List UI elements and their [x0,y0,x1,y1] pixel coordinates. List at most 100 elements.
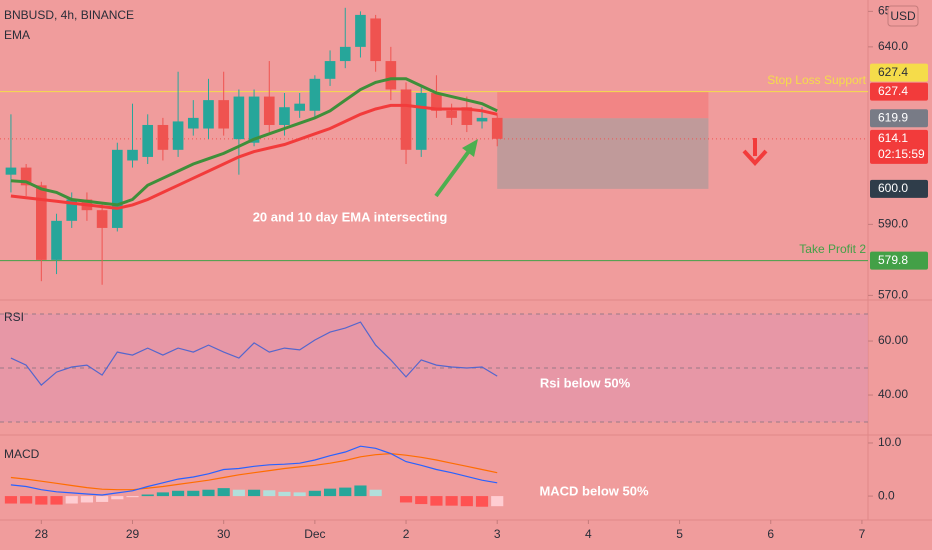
ema-line [10,103,498,210]
green-arrow-head [462,139,478,157]
candle-body [370,18,381,62]
y-tick-label: 570.0 [878,288,908,302]
rsi-title: RSI [4,310,24,324]
entry-tag-label: 619.9 [878,110,908,124]
candle-body [324,61,336,79]
histogram-bar [172,490,185,497]
stop-tag [870,82,928,101]
candle-body [20,167,32,186]
candle-body [127,149,138,161]
x-tick-label: 28 [35,527,49,541]
x-tick-label: 7 [859,527,866,541]
candle-body [5,167,17,175]
histogram-bar [80,496,93,503]
histogram-bar [65,496,78,504]
histogram-bar [445,496,458,506]
candle-body [218,100,230,129]
x-tick-label: 29 [126,527,140,541]
symbol-title: BNBUSD, 4h, BINANCE [4,8,134,22]
histogram-bar [126,496,139,498]
entry-tag [870,109,928,128]
histogram-bar [308,490,321,497]
histogram-bar [415,496,428,505]
plot: 282930Dec234567650.0640.0590.0570.0Stop … [0,4,928,541]
target-zone [497,118,709,189]
histogram-bar [187,490,200,497]
x-tick-label: Dec [304,527,325,541]
candle-body [203,100,214,129]
candle-body [187,117,199,129]
last-price-label: 614.1 [878,131,908,145]
candle-body [36,185,47,260]
indicator-label: EMA [4,28,30,42]
line-tag [870,63,928,82]
y-tick-label: 40.00 [878,387,908,401]
histogram-bar [293,492,306,497]
histogram-bar [430,496,443,506]
currency-box [887,5,919,27]
candle-body [294,103,305,111]
candle-body [172,121,184,150]
annotation: 20 and 10 day EMA intersecting [253,209,448,224]
histogram-bar [96,496,109,502]
candle-body [385,61,397,90]
x-tick-label: 5 [676,527,683,541]
histogram-bar [460,496,473,507]
candle-body [309,78,321,111]
candle-body [461,107,473,125]
candle-body [491,117,503,139]
histogram-bar [20,496,33,504]
stop-zone [497,91,709,119]
candle-body [233,96,245,140]
x-tick-label: 6 [767,527,774,541]
candle-body [111,149,123,228]
macd-line [10,445,498,496]
candle-body [339,46,351,62]
stop-tag-label: 627.4 [878,84,908,98]
y-tick-label: 0.0 [878,488,895,502]
x-tick-label: 30 [217,527,231,541]
histogram-bar [248,489,261,497]
x-tick-label: 3 [494,527,501,541]
histogram-bar [4,496,18,504]
candle-body [415,93,427,150]
level-label: Stop Loss Support [767,73,866,87]
candle-body [355,14,366,47]
annotation: MACD below 50% [539,483,649,498]
target-tag-label: 600.0 [878,181,908,195]
histogram-bar [232,489,245,497]
candle-body [66,199,78,221]
candle-body [51,220,62,260]
histogram-bar [156,492,169,497]
histogram-bar [399,496,413,503]
histogram-bar [475,496,489,507]
ema-line [10,77,498,207]
histogram-bar [141,494,154,497]
target-tag [870,179,928,198]
candle-body [96,210,108,228]
last-price-tag [870,129,928,164]
y-tick-label: 60.00 [878,333,908,347]
macd-title: MACD [4,447,40,461]
red-arrow-head [742,149,768,166]
candle-body [157,124,169,150]
y-tick-label: 640.0 [878,39,908,53]
currency-label: USD [890,9,916,23]
line-tag-label: 627.4 [878,65,908,79]
y-tick-label: 10.0 [878,435,902,449]
histogram-bar [35,496,48,505]
level-label: Take Profit 2 [799,242,866,256]
histogram-bar [202,489,215,497]
countdown-label: 02:15:59 [878,147,925,161]
histogram-bar [111,496,124,500]
candle-body [142,124,154,157]
histogram-bar [278,491,291,497]
green-arrow [434,145,474,198]
background [0,0,932,521]
candle-body [400,89,412,150]
histogram-bar [263,490,276,497]
histogram-bar [354,485,367,497]
x-tick-label: 2 [403,527,410,541]
annotation: Rsi below 50% [540,375,631,390]
